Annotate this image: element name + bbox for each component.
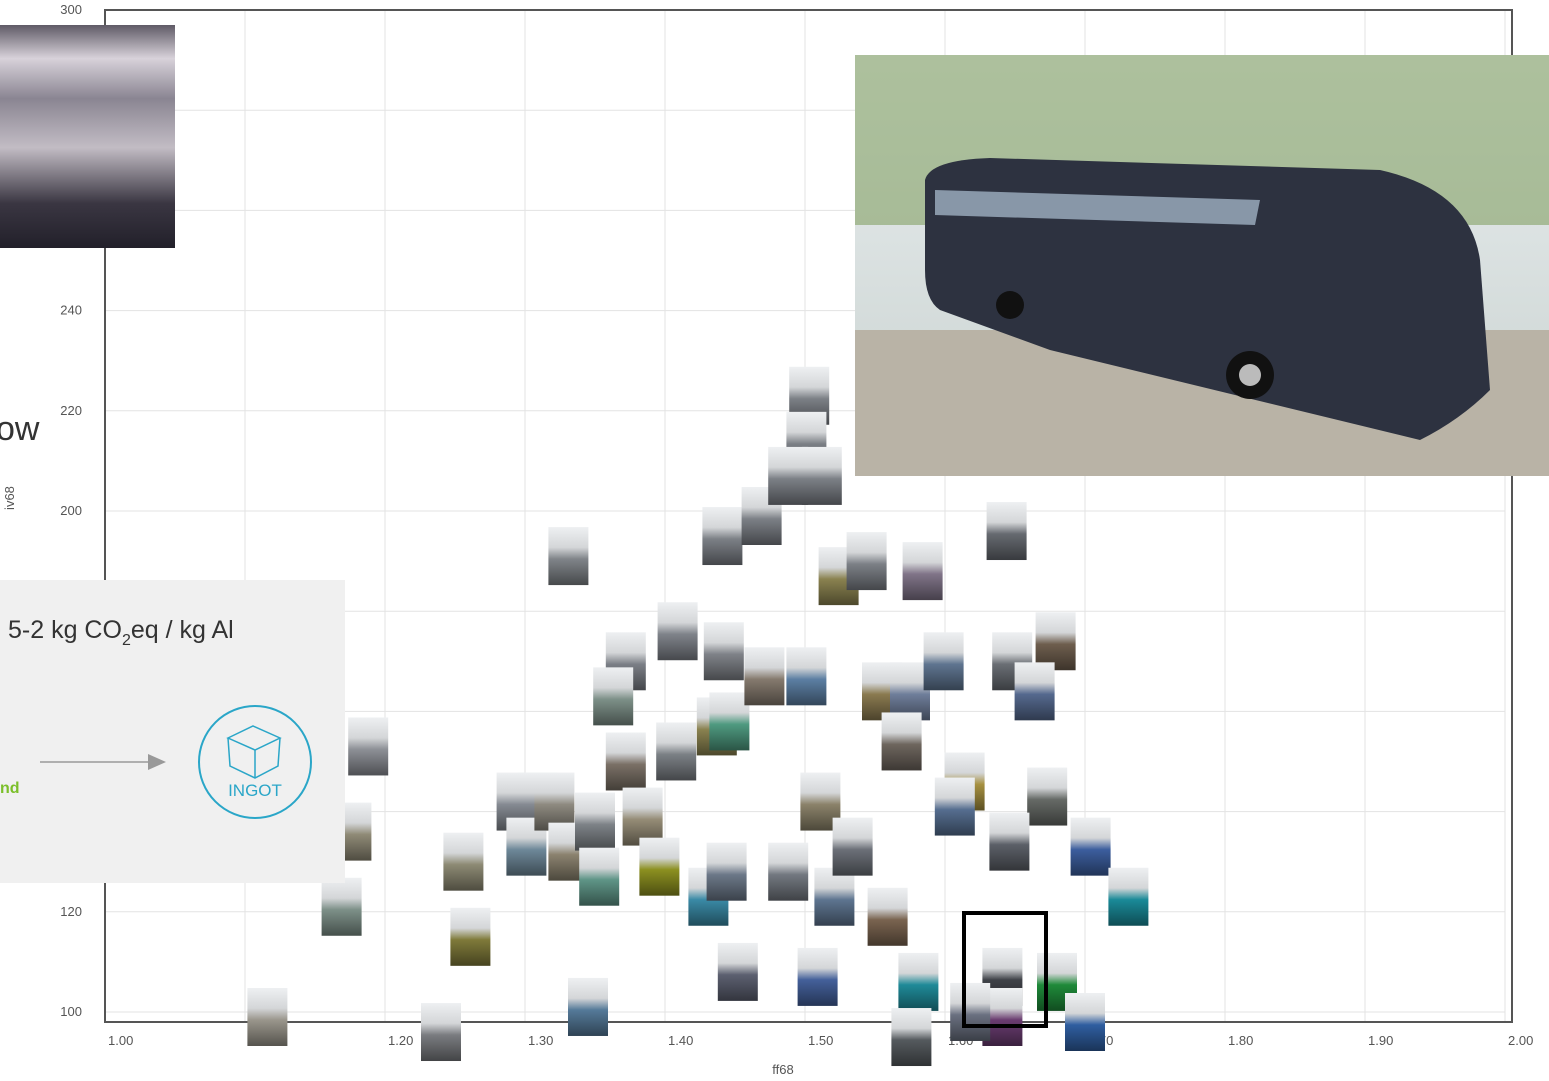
material-point xyxy=(1027,767,1068,826)
x-tick-label: 2.00 xyxy=(1508,1033,1533,1048)
emission-text: 5-2 kg CO2eq / kg Al xyxy=(8,616,234,649)
x-tick-label: 1.30 xyxy=(528,1033,553,1048)
material-point xyxy=(702,507,743,566)
material-point xyxy=(898,952,939,1011)
material-point xyxy=(1070,817,1111,876)
y-tick-label: 120 xyxy=(60,904,82,919)
material-point xyxy=(703,622,744,681)
material-point xyxy=(1035,612,1076,671)
material-point xyxy=(768,446,809,505)
material-point xyxy=(348,717,389,776)
material-point xyxy=(950,982,991,1041)
material-point xyxy=(902,542,943,601)
material-point xyxy=(443,832,484,891)
material-point xyxy=(421,1003,461,1062)
info-panel: 5-2 kg CO2eq / kg Al nd INGOT xyxy=(0,580,345,883)
overlays: ow 5-2 kg CO2eq / kg Al nd INGOT xyxy=(0,25,1549,883)
material-point xyxy=(450,907,491,966)
material-point xyxy=(657,602,698,661)
cube-icon xyxy=(226,725,282,779)
material-point xyxy=(1108,867,1149,926)
partial-label: ow xyxy=(0,410,40,448)
bus-hub xyxy=(1239,364,1261,386)
panel-background xyxy=(0,580,345,883)
emission-text-part: eq / kg Al xyxy=(131,616,234,644)
material-swatch xyxy=(0,25,175,248)
bus-wheel xyxy=(996,291,1024,319)
bus-body xyxy=(925,158,1490,440)
x-axis-label: ff68 xyxy=(772,1062,793,1077)
material-point xyxy=(568,977,608,1036)
x-tick-label: 1.40 xyxy=(668,1033,693,1048)
y-tick-label: 220 xyxy=(60,403,82,418)
material-point xyxy=(890,662,930,721)
material-point xyxy=(247,987,288,1046)
material-point xyxy=(832,817,873,876)
emission-subscript: 2 xyxy=(122,632,131,649)
material-point xyxy=(814,867,855,926)
material-point xyxy=(1065,993,1105,1051)
ingot-label: INGOT xyxy=(228,781,282,800)
material-point xyxy=(744,647,785,706)
material-point xyxy=(768,842,809,901)
x-tick-label: 1.20 xyxy=(388,1033,413,1048)
material-point xyxy=(656,722,697,781)
y-tick-label: 240 xyxy=(60,303,82,318)
material-point xyxy=(989,812,1030,871)
x-tick-label: 1.80 xyxy=(1228,1033,1253,1048)
material-point xyxy=(881,712,922,771)
material-point xyxy=(593,667,634,726)
emission-text-part: 5-2 kg CO xyxy=(8,616,122,644)
material-point xyxy=(934,777,975,836)
material-point xyxy=(923,632,964,691)
material-point xyxy=(321,877,362,936)
material-point xyxy=(639,837,680,896)
arrow-head xyxy=(148,754,166,770)
bus-windows xyxy=(935,190,1260,225)
material-point xyxy=(622,787,663,846)
x-tick-label: 1.50 xyxy=(808,1033,833,1048)
material-point xyxy=(786,647,827,706)
material-point xyxy=(575,792,615,851)
material-point xyxy=(534,772,575,831)
material-point xyxy=(717,942,758,1001)
material-point xyxy=(706,842,747,901)
x-tick-label: 1.00 xyxy=(108,1033,133,1048)
material-point xyxy=(986,502,1027,561)
y-tick-label: 200 xyxy=(60,503,82,518)
material-point xyxy=(605,732,646,791)
material-point xyxy=(548,527,589,586)
y-tick-label: 100 xyxy=(60,1004,82,1019)
material-point xyxy=(709,692,750,751)
material-point xyxy=(1014,662,1055,721)
step-label: nd xyxy=(0,780,20,797)
material-point xyxy=(801,446,842,505)
material-point xyxy=(846,532,887,591)
y-axis-label: iv68 xyxy=(2,486,17,510)
x-tick-label: 1.90 xyxy=(1368,1033,1393,1048)
bus-photo xyxy=(855,55,1549,476)
material-point xyxy=(797,947,838,1006)
material-point xyxy=(579,847,620,906)
ingot-icon xyxy=(198,705,312,819)
material-point xyxy=(867,887,908,946)
y-tick-label: 300 xyxy=(60,2,82,17)
selection-box xyxy=(962,911,1048,1028)
material-point xyxy=(891,1008,932,1067)
